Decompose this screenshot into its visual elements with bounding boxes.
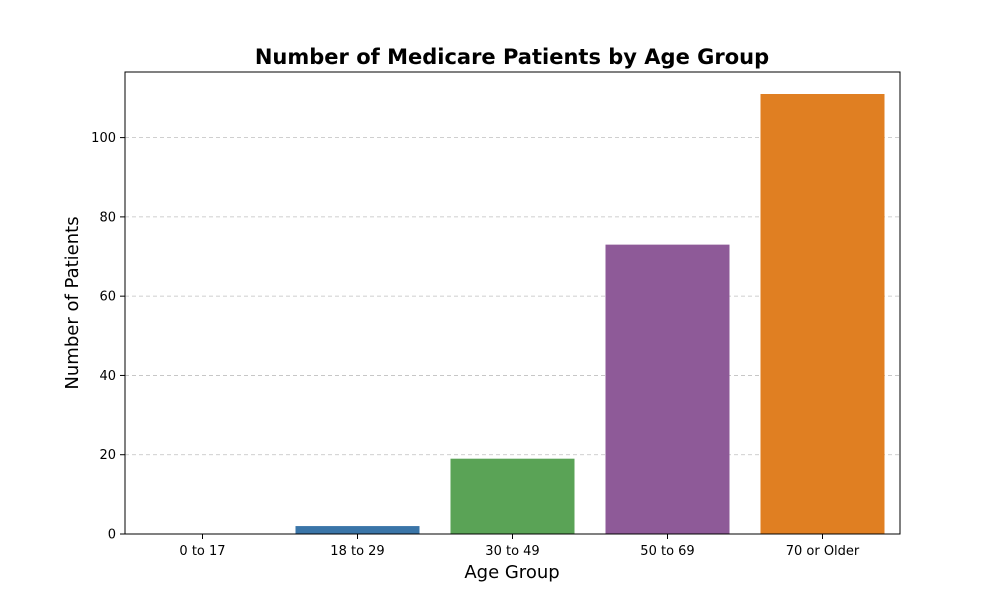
x-tick-label: 50 to 69 xyxy=(640,544,694,559)
x-axis-ticks: 0 to 17 18 to 29 30 to 49 50 to 69 70 or Old… xyxy=(179,534,860,559)
x-tick-label: 70 or Older xyxy=(786,544,860,559)
y-axis-label: Number of Patients xyxy=(62,216,83,389)
bar-30-to-49 xyxy=(450,458,575,534)
chart-title: Number of Medicare Patients by Age Group xyxy=(255,45,769,69)
y-tick-label: 60 xyxy=(99,290,116,305)
y-tick-label: 0 xyxy=(108,528,116,543)
y-tick-label: 20 xyxy=(99,448,116,463)
y-axis-ticks: 0 20 40 60 80 100 xyxy=(91,131,125,543)
bars xyxy=(295,94,885,535)
x-tick-label: 18 to 29 xyxy=(330,544,384,559)
y-tick-label: 80 xyxy=(99,210,116,225)
x-tick-label: 0 to 17 xyxy=(179,544,225,559)
x-axis-label: Age Group xyxy=(464,562,559,583)
bar-50-to-69 xyxy=(605,244,730,535)
x-tick-label: 30 to 49 xyxy=(485,544,539,559)
bar-70-or-older xyxy=(760,94,885,534)
y-tick-label: 40 xyxy=(99,369,116,384)
y-tick-label: 100 xyxy=(91,131,116,146)
bar-18-to-29 xyxy=(295,526,420,534)
